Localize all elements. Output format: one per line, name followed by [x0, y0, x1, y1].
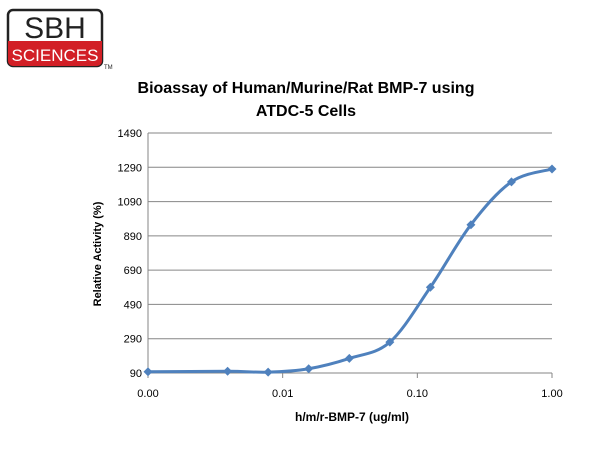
x-tick-label: 0.01: [272, 388, 293, 400]
data-point-marker: [506, 177, 516, 187]
data-point-marker: [344, 353, 354, 363]
y-tick-label: 690: [124, 265, 142, 277]
data-point-marker: [263, 367, 273, 377]
gridlines: [148, 132, 552, 340]
data-point-marker: [425, 282, 435, 292]
series-line: [147, 167, 553, 374]
sbh-sciences-logo: SBH SCIENCES TM: [6, 8, 118, 71]
logo-bottom-text: SCIENCES: [12, 46, 99, 65]
data-point-marker: [143, 367, 153, 377]
data-point-marker: [304, 364, 314, 374]
y-axis-label: Relative Activity (%): [92, 201, 104, 306]
y-tick-label: 1490: [118, 128, 142, 140]
axes: [147, 133, 553, 378]
chart-title-line-1: Bioassay of Human/Murine/Rat BMP-7 using: [138, 80, 475, 97]
data-point-marker: [223, 366, 233, 376]
logo-graphic: SBH SCIENCES TM: [6, 8, 113, 71]
logo-trademark: TM: [104, 65, 113, 70]
x-tick-label: 0.00: [137, 388, 158, 400]
x-tick-label: 1.00: [541, 388, 562, 400]
logo-top-text: SBH: [24, 12, 86, 45]
y-tick-label: 90: [130, 368, 142, 380]
y-tick-label: 890: [124, 231, 142, 243]
x-tick-labels: 0.00 0.01 0.10 1.00: [137, 388, 562, 400]
y-tick-label: 490: [124, 299, 142, 311]
data-point-marker: [466, 220, 476, 230]
data-point-marker: [385, 337, 395, 347]
x-tick-label: 0.10: [407, 388, 428, 400]
y-tick-labels: 90 290 490 690 890 1090 1290 1490: [118, 128, 142, 380]
y-tick-label: 290: [124, 334, 142, 346]
y-tick-label: 1090: [118, 197, 142, 209]
y-tick-label: 1290: [118, 162, 142, 174]
x-axis-label: h/m/r-BMP-7 (ug/ml): [295, 410, 409, 424]
data-point-marker: [547, 164, 557, 174]
chart-title-line-2: ATDC-5 Cells: [256, 103, 356, 120]
logo-red-band: [8, 41, 102, 66]
series-group: [143, 164, 557, 377]
